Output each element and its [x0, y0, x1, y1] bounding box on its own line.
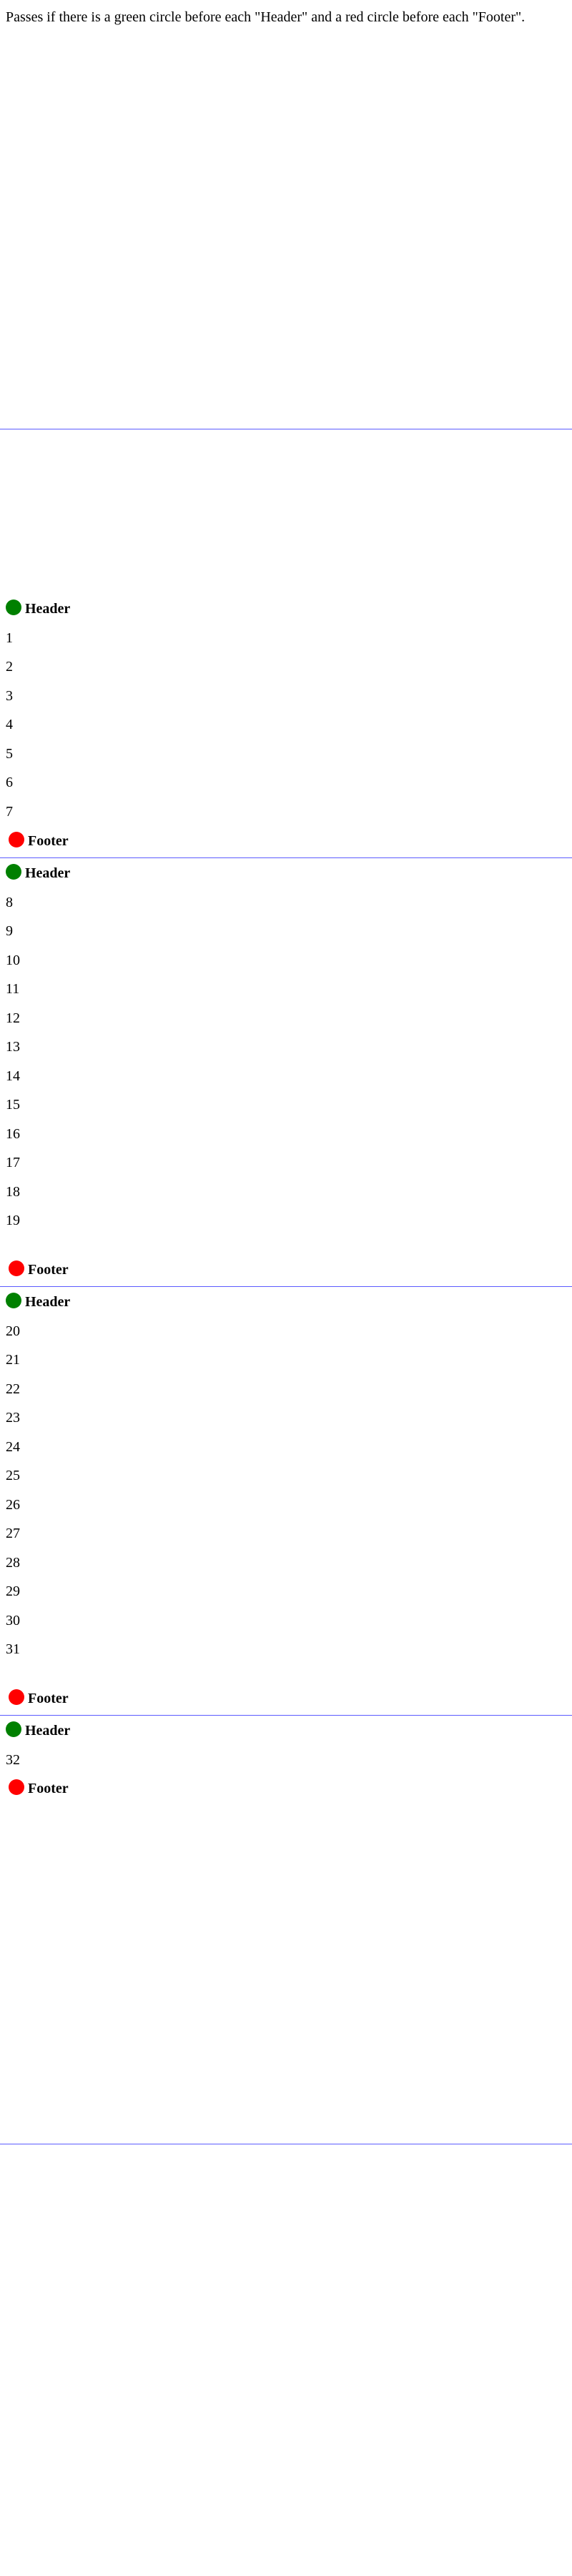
- list-item: 32: [6, 1752, 20, 1768]
- list-item: 21: [6, 1352, 20, 1368]
- green-circle-icon: [6, 864, 21, 880]
- list-item: 14: [6, 1068, 20, 1084]
- page-footer: Footer: [9, 1260, 69, 1279]
- footer-label: Footer: [28, 1262, 69, 1278]
- footer-label: Footer: [28, 833, 69, 849]
- list-item: 18: [6, 1184, 20, 1200]
- test-description: Passes if there is a green circle before…: [6, 9, 526, 25]
- header-label: Header: [25, 601, 71, 617]
- list-item: 25: [6, 1468, 20, 1483]
- page-header: Header: [6, 600, 70, 618]
- list-item: 15: [6, 1097, 20, 1113]
- list-item: 27: [6, 1526, 20, 1541]
- list-item: 5: [6, 746, 13, 762]
- red-circle-icon: [9, 1779, 24, 1795]
- list-item: 31: [6, 1641, 20, 1657]
- red-circle-icon: [9, 832, 24, 847]
- list-item: 7: [6, 804, 13, 820]
- page-footer: Footer: [9, 1689, 69, 1708]
- list-item: 24: [6, 1439, 20, 1455]
- list-item: 1: [6, 630, 13, 646]
- list-item: 2: [6, 659, 13, 675]
- page-header: Header: [6, 1721, 70, 1740]
- list-item: 8: [6, 895, 13, 910]
- list-item: 23: [6, 1410, 20, 1426]
- green-circle-icon: [6, 1293, 21, 1308]
- list-item: 19: [6, 1213, 20, 1228]
- header-label: Header: [25, 1294, 71, 1310]
- header-label: Header: [25, 1723, 71, 1739]
- page-footer: Footer: [9, 1779, 69, 1798]
- list-item: 29: [6, 1583, 20, 1599]
- footer-label: Footer: [28, 1781, 69, 1796]
- list-item: 4: [6, 717, 13, 732]
- page-header: Header: [6, 1293, 70, 1311]
- footer-label: Footer: [28, 1691, 69, 1706]
- green-circle-icon: [6, 1721, 21, 1737]
- list-item: 16: [6, 1126, 20, 1142]
- list-item: 11: [6, 981, 20, 997]
- green-circle-icon: [6, 600, 21, 615]
- list-item: 6: [6, 775, 13, 790]
- page-footer: Footer: [9, 832, 69, 850]
- red-circle-icon: [9, 1260, 24, 1276]
- list-item: 28: [6, 1555, 20, 1571]
- page-break-rule: [0, 1286, 572, 1287]
- list-item: 10: [6, 953, 20, 968]
- list-item: 3: [6, 688, 13, 704]
- page-break-rule: [0, 857, 572, 858]
- list-item: 20: [6, 1323, 20, 1339]
- list-item: 30: [6, 1613, 20, 1628]
- list-item: 13: [6, 1039, 20, 1055]
- page-break-rule: [0, 1715, 572, 1716]
- page-header: Header: [6, 864, 70, 882]
- list-item: 22: [6, 1381, 20, 1397]
- list-item: 9: [6, 923, 13, 939]
- list-item: 26: [6, 1497, 20, 1513]
- list-item: 17: [6, 1155, 20, 1170]
- header-label: Header: [25, 865, 71, 881]
- list-item: 12: [6, 1010, 20, 1026]
- red-circle-icon: [9, 1689, 24, 1705]
